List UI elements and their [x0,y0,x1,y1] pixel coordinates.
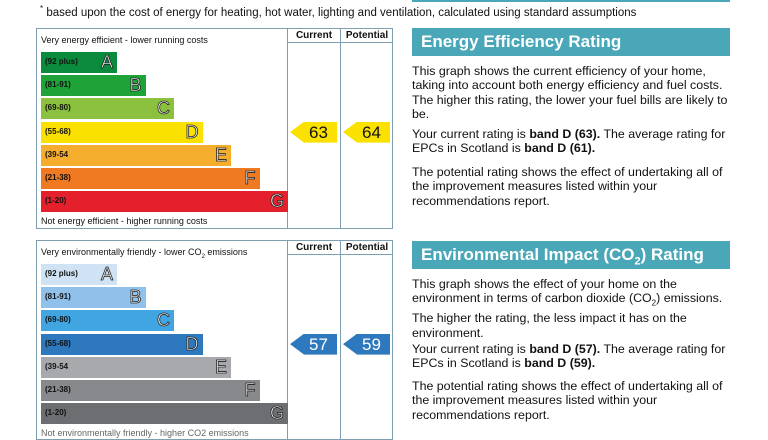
energy-current-band: band D (63). [529,127,601,141]
band-c: (69-80) C [41,310,174,332]
band-letter: E [214,144,228,165]
band-a: (92 plus) A [41,52,117,73]
band-e: (39-54 E [41,144,231,166]
band-letter: D [185,121,199,142]
env-panel-title: Environmental Impact (CO2) Rating [412,241,730,269]
col-potential-header: Potential [345,242,389,253]
band-b: (81-91) B [41,75,146,97]
top-label: Very energy efficient - lower running co… [41,35,208,45]
current-rating-value: 57 [309,334,328,354]
band-letter: C [157,98,171,119]
environmental-impact-chart: Current Potential Very environmentally f… [36,240,393,440]
footnote: * based upon the cost of energy for heat… [40,4,636,19]
energy-efficiency-chart: Current Potential Very energy efficient … [36,28,393,229]
potential-rating-value: 59 [362,334,381,354]
band-letter: G [269,403,285,424]
env-title-a: Environmental Impact (CO [421,245,635,264]
band-letter: B [129,287,142,308]
energy-para-3: The potential rating shows the effect of… [412,165,723,208]
env-para-1: This graph shows the effect of your home… [412,277,734,340]
energy-para-2-c: The average rating for EPCs in Scotland … [412,127,726,156]
current-rating-arrow: 63 [290,121,337,143]
top-label: Very environmentally friendly - lower CO… [41,247,247,260]
band-a: (92 plus) A [41,264,117,285]
env-title-b: ) Rating [640,245,704,264]
energy-para-2: Your current rating is band D (63). The … [412,127,734,156]
band-range: (1-20) [45,408,67,418]
band-range: (81-91) [45,292,71,302]
col-divider [340,241,341,439]
header-rule [287,42,392,43]
band-letter: B [129,75,142,96]
env-para-2-a: Your current rating is [412,342,530,356]
col-potential-header: Potential [345,30,389,41]
header-rule [287,254,392,255]
band-g: (1-20) G [41,191,288,213]
current-rating-arrow: 57 [290,333,337,355]
env-average-band: band D (59). [524,356,596,371]
band-c: (69-80) C [41,98,174,120]
top-label-sub: 2 [201,253,205,260]
env-para-1-sub: 2 [651,298,657,308]
potential-rating-arrow: 64 [343,121,390,143]
energy-para-2-a: Your current rating is [412,127,530,141]
top-rule [412,0,730,2]
env-para-1-b: ) emissions. The higher the rating, the … [412,291,723,340]
band-g: (1-20) G [41,403,288,425]
band-letter: F [244,380,256,401]
band-letter: C [157,310,171,331]
band-range: (1-20) [45,196,67,206]
band-f: (21-38) F [41,380,260,401]
band-range: (21-38) [45,173,71,182]
energy-average-band: band D (61). [524,141,596,156]
band-letter: A [100,264,114,285]
bottom-label: Not energy efficient - higher running co… [41,216,208,226]
band-letter: E [214,356,228,377]
band-range: (55-68) [45,338,71,348]
band-range: (69-80) [45,103,71,113]
band-d: (55-68) D [41,333,203,355]
col-current-header: Current [295,30,333,41]
band-letter: A [100,52,114,73]
env-para-3: The potential rating shows the effect of… [412,379,723,422]
band-range: (92 plus) [45,57,78,66]
env-current-band: band D (57). [529,342,601,356]
energy-para-1: This graph shows the current efficiency … [412,64,728,122]
band-e: (39-54 E [41,356,231,378]
col-current-header: Current [295,242,333,253]
band-letter: F [244,168,256,189]
footnote-text: based upon the cost of energy for heatin… [46,6,637,19]
band-f: (21-38) F [41,168,260,189]
band-range: (21-38) [45,385,71,394]
band-range: (69-80) [45,315,71,325]
col-divider [287,29,288,228]
footnote-mark: * [40,4,44,13]
env-title-sub: 2 [634,255,641,268]
potential-rating-arrow: 59 [343,333,390,355]
band-range: (39-54 [45,149,69,159]
bottom-label: Not environmentally friendly - higher CO… [41,428,249,438]
col-divider [340,29,341,228]
env-para-2-c: The average rating for EPCs in Scotland … [412,342,726,371]
env-para-1-a: This graph shows the effect of your home… [412,277,677,306]
band-letter: D [185,333,199,354]
top-label-end: emissions [204,247,248,257]
energy-panel-title: Energy Efficiency Rating [412,28,730,56]
potential-rating-value: 64 [362,122,381,142]
band-d: (55-68) D [41,121,203,143]
env-para-2: Your current rating is band D (57). The … [412,342,734,371]
band-range: (92 plus) [45,269,78,278]
band-range: (81-91) [45,80,71,90]
band-range: (39-54 [45,361,69,371]
band-b: (81-91) B [41,287,146,309]
band-range: (55-68) [45,126,71,136]
top-label-main: Very environmentally friendly - lower CO [41,247,202,257]
band-letter: G [269,191,285,212]
current-rating-value: 63 [309,122,328,142]
col-divider [287,241,288,439]
